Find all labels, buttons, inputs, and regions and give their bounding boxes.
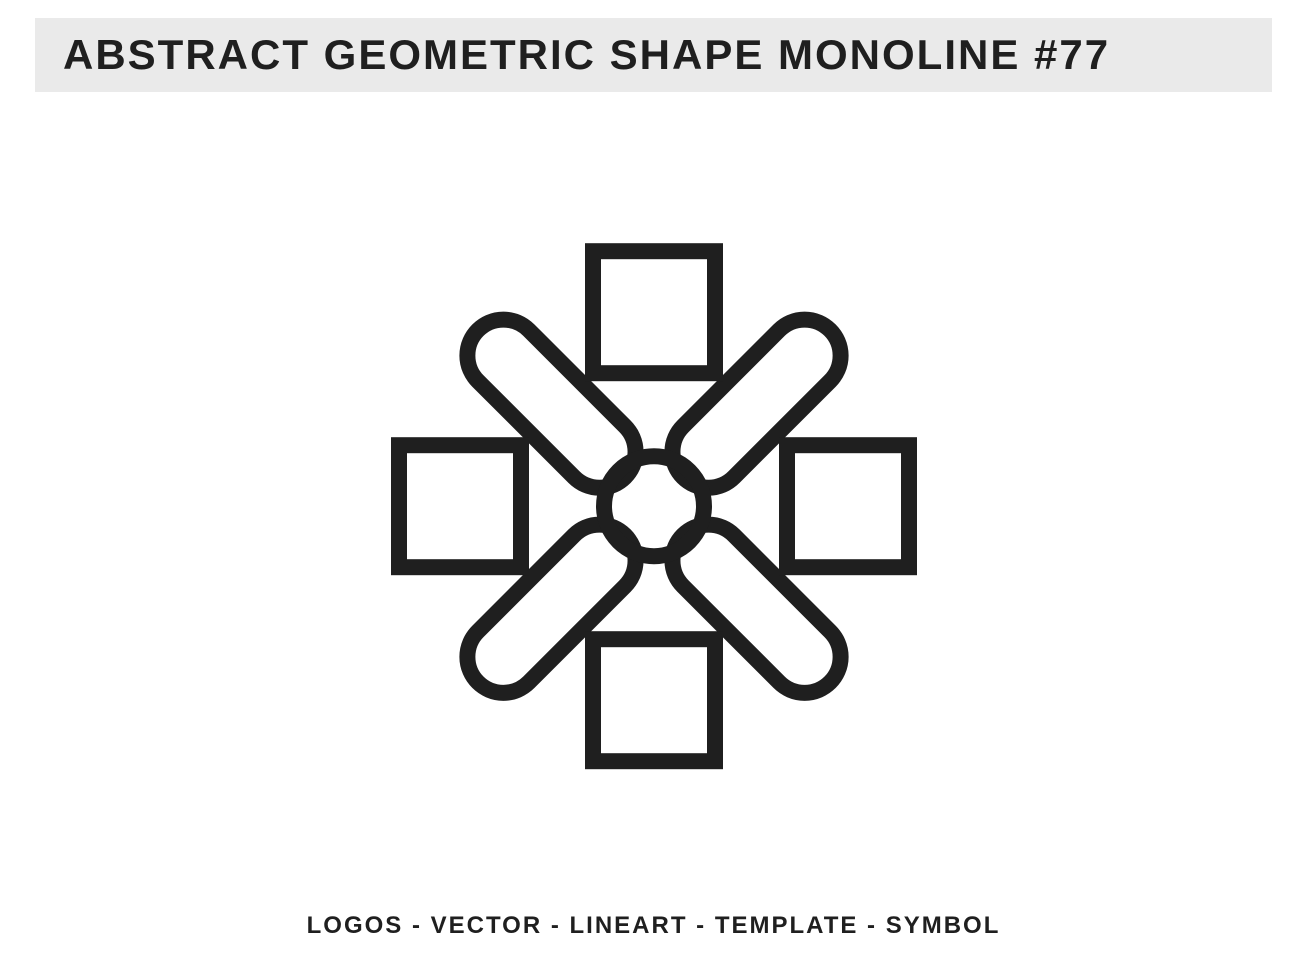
page-title: ABSTRACT GEOMETRIC SHAPE MONOLINE #77	[63, 31, 1110, 79]
geometric-shape	[384, 236, 924, 776]
monoline-symbol-svg	[384, 236, 924, 776]
footer-tags: LOGOS - VECTOR - LINEART - TEMPLATE - SY…	[0, 912, 1307, 940]
header-bar: ABSTRACT GEOMETRIC SHAPE MONOLINE #77	[35, 18, 1272, 92]
